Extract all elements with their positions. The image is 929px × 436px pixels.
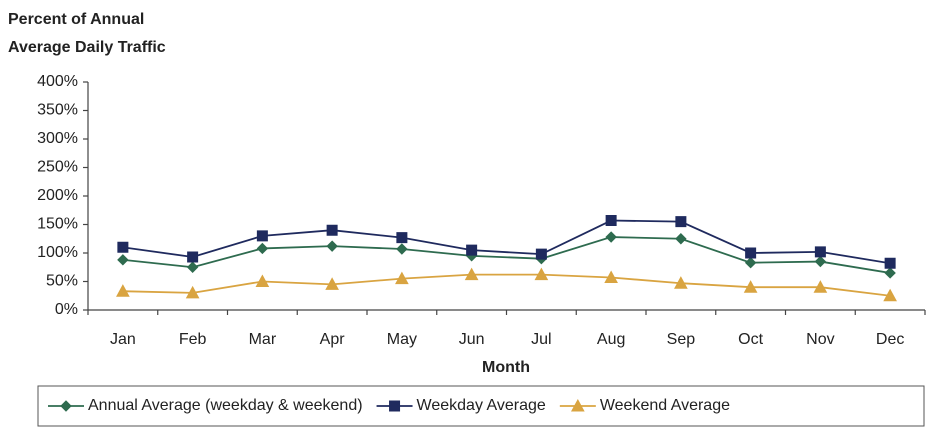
legend-box <box>37 385 925 427</box>
data-point <box>605 231 617 243</box>
legend-marker <box>389 400 401 412</box>
legend-label: Weekend Average <box>600 397 730 414</box>
data-point <box>883 288 897 302</box>
data-point <box>396 232 408 244</box>
data-point <box>464 267 479 281</box>
x-tick-label: Dec <box>876 331 904 348</box>
x-axis-label: Month <box>482 359 530 376</box>
x-tick-label: Oct <box>738 331 763 348</box>
data-point <box>814 246 826 258</box>
data-point <box>117 254 129 266</box>
data-point <box>604 270 618 284</box>
data-point <box>186 261 199 273</box>
x-tick-label: Jan <box>110 331 136 348</box>
data-point <box>745 247 757 259</box>
data-point <box>396 243 408 255</box>
data-point <box>534 267 549 281</box>
chart-title: Percent of Annual <box>8 11 144 28</box>
x-tick-label: May <box>387 331 417 348</box>
data-point <box>116 284 130 297</box>
y-tick-label: 250% <box>37 159 78 176</box>
x-tick-label: Mar <box>249 331 277 348</box>
data-point <box>675 233 687 245</box>
data-point <box>675 216 687 228</box>
data-point <box>187 251 199 263</box>
data-point <box>884 257 896 269</box>
y-tick-label: 200% <box>37 187 78 204</box>
data-point <box>605 215 617 227</box>
legend-label: Annual Average (weekday & weekend) <box>88 397 363 414</box>
data-point <box>117 241 129 253</box>
y-tick-label: 350% <box>37 102 78 119</box>
legend-marker <box>570 398 585 412</box>
data-point <box>326 240 338 252</box>
data-point <box>256 242 269 255</box>
data-point <box>535 248 547 260</box>
data-point <box>255 274 270 287</box>
x-tick-label: Jul <box>531 331 551 348</box>
y-tick-label: 300% <box>37 130 78 147</box>
legend-marker <box>60 400 72 412</box>
y-tick-label: 150% <box>37 216 78 233</box>
series-line <box>122 219 891 265</box>
y-tick-label: 100% <box>37 244 78 261</box>
legend-label: Weekday Average <box>417 397 546 414</box>
y-tick-label: 0% <box>55 301 78 318</box>
data-point <box>744 256 757 269</box>
data-point <box>256 230 268 242</box>
x-tick-label: Jun <box>459 331 485 348</box>
x-tick-label: Sep <box>667 331 696 348</box>
x-tick-label: Apr <box>320 331 346 348</box>
chart-title: Average Daily Traffic <box>8 39 166 56</box>
x-tick-label: Aug <box>597 331 625 348</box>
data-point <box>466 244 478 256</box>
x-tick-label: Nov <box>806 331 834 348</box>
y-tick-label: 400% <box>37 73 78 90</box>
data-point <box>814 255 827 268</box>
data-point <box>185 285 200 299</box>
series-line <box>122 236 891 274</box>
series-line <box>122 273 891 297</box>
x-tick-label: Feb <box>179 331 207 348</box>
data-point <box>674 276 688 289</box>
data-point <box>325 277 339 290</box>
data-point <box>884 267 896 279</box>
data-point <box>395 271 409 285</box>
data-point <box>813 280 828 293</box>
data-point <box>326 224 338 236</box>
y-tick-label: 50% <box>46 273 78 290</box>
data-point <box>743 280 758 293</box>
